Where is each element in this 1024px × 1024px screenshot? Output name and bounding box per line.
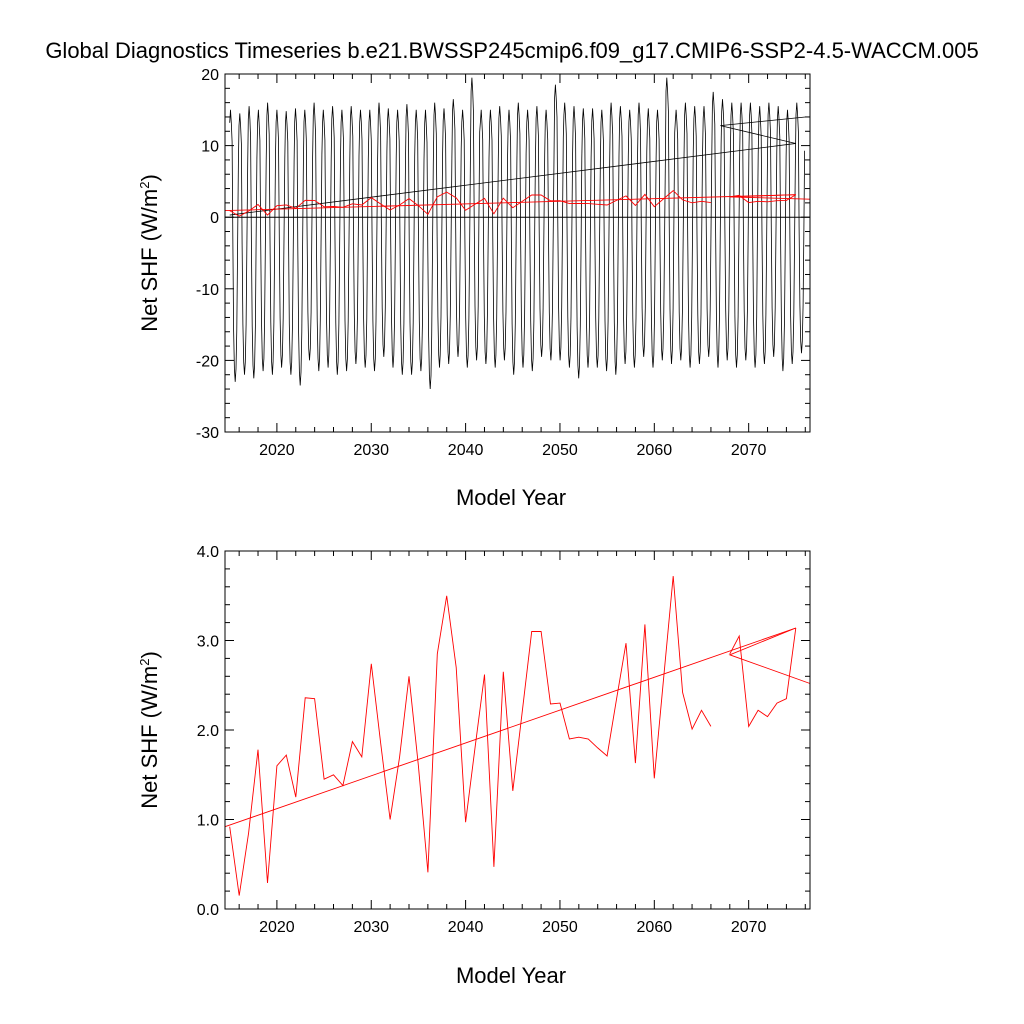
top-annual-overlay-0 — [229, 189, 711, 217]
x-tick-label: 2020 — [259, 919, 295, 936]
y-tick-label: -20 — [196, 353, 219, 370]
x-tick-label: 2070 — [731, 442, 767, 459]
y-tick-label: 0 — [210, 210, 219, 227]
chart-title: Global Diagnostics Timeseries b.e21.BWSS… — [45, 38, 978, 63]
bottom-tick-layer: 2020 2030 2040 2050 2060 2070 0.0 1.0 2.0 3.0 4.0 — [197, 544, 810, 936]
bottom-series-2 — [224, 627, 796, 828]
x-tick-label: 2040 — [448, 919, 484, 936]
y-tick-label: 2.0 — [197, 723, 219, 740]
y-tick-label: -30 — [196, 425, 219, 442]
x-tick-label: 2070 — [731, 919, 767, 936]
bottom-plot-frame — [224, 550, 811, 910]
x-tick-label: 2030 — [353, 919, 389, 936]
top-ylabel-text: Net SHF (W/m — [137, 189, 162, 332]
x-tick-label: 2030 — [353, 442, 389, 459]
y-tick-label: 20 — [201, 67, 219, 84]
bottom-series-1 — [729, 627, 797, 728]
bottom-series-0 — [229, 576, 712, 896]
monthly-trend-return — [720, 116, 806, 144]
y-tick-label: 3.0 — [197, 634, 219, 651]
top-series-layer — [224, 77, 811, 390]
y-tick-label: 1.0 — [197, 813, 219, 830]
top-annual-overlay-2 — [224, 194, 796, 212]
monthly-trend-line — [229, 143, 796, 216]
x-tick-label: 2040 — [448, 442, 484, 459]
top-ylabel-close: ) — [137, 174, 162, 181]
bottom-ylabel-close: ) — [137, 651, 162, 658]
bottom-y-axis-label: Net SHF (W/m2) — [137, 651, 162, 809]
top-tick-layer: 2020 2030 2040 2050 2060 2070 -30 -20 -10 0 10 20 — [196, 67, 810, 459]
bottom-series-3 — [728, 627, 811, 684]
x-tick-label: 2060 — [637, 442, 673, 459]
x-tick-label: 2060 — [637, 919, 673, 936]
bottom-x-axis-label: Model Year — [456, 963, 566, 988]
monthly-series-line — [229, 77, 805, 390]
bottom-series-layer — [224, 576, 811, 896]
x-tick-label: 2050 — [542, 442, 578, 459]
top-plot-frame — [224, 73, 811, 433]
top-x-axis-label: Model Year — [456, 485, 566, 510]
top-panel: 2020 2030 2040 2050 2060 2070 -30 -20 -10 0 10 20 M… — [137, 67, 811, 510]
top-annual-overlay-3 — [729, 194, 811, 200]
y-tick-label: -10 — [196, 282, 219, 299]
y-tick-label: 0.0 — [197, 902, 219, 919]
x-tick-label: 2050 — [542, 919, 578, 936]
y-tick-label: 10 — [201, 139, 219, 156]
top-y-axis-label: Net SHF (W/m2) — [137, 174, 162, 332]
bottom-ylabel-superscript: 2 — [137, 659, 152, 666]
x-tick-label: 2020 — [259, 442, 295, 459]
bottom-panel: 2020 2030 2040 2050 2060 20700.01.02.03.04.0 … — [137, 544, 811, 988]
top-ylabel-superscript: 2 — [137, 182, 152, 189]
y-tick-label: 4.0 — [197, 544, 219, 561]
bottom-ylabel-text: Net SHF (W/m — [137, 666, 162, 809]
